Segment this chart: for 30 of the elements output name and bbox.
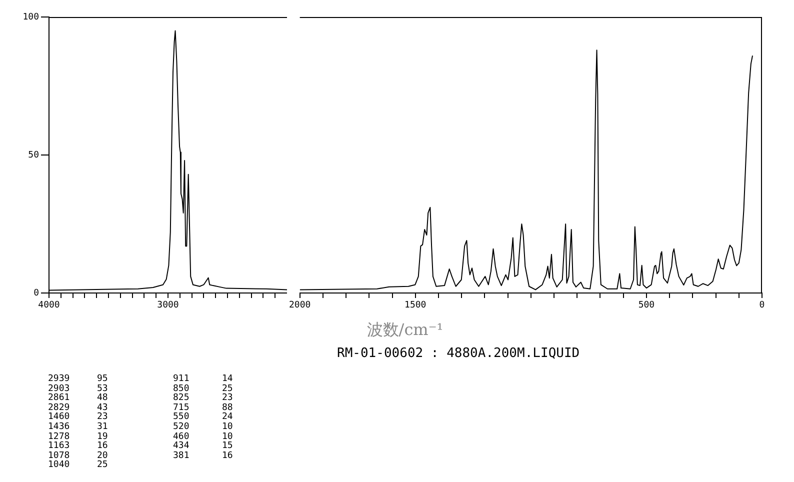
text: 1278 19 bbox=[48, 432, 108, 442]
text: 550 24 bbox=[173, 412, 233, 422]
text: 434 15 bbox=[173, 441, 233, 452]
text: 381 16 bbox=[173, 450, 233, 461]
text: 1078 20 bbox=[48, 450, 108, 461]
text: 1436 31 bbox=[48, 422, 108, 432]
x-tick-label: 0 bbox=[759, 300, 765, 311]
text: 2829 43 bbox=[48, 402, 108, 413]
text: 2903 53 bbox=[48, 384, 108, 394]
x-tick-label: 1500 bbox=[404, 300, 426, 311]
text: 1163 16 bbox=[48, 441, 108, 452]
text: 825 23 bbox=[173, 393, 233, 404]
y-tick-label: 100 bbox=[22, 12, 39, 22]
text: 911 14 bbox=[173, 374, 233, 384]
x-axis-title: 波数/cm⁻¹ bbox=[366, 320, 444, 341]
text: 850 25 bbox=[173, 384, 233, 394]
text: RM-01-00602 : 4880A.200M.LIQUID bbox=[337, 346, 580, 361]
y-tick-label: 0 bbox=[34, 288, 39, 298]
text: 715 88 bbox=[173, 402, 233, 413]
text: 1460 23 bbox=[48, 412, 108, 422]
text: 460 10 bbox=[173, 432, 233, 442]
x-tick-label: 2000 bbox=[288, 300, 311, 311]
x-tick-label: 4000 bbox=[38, 300, 60, 311]
y-tick-label: 50 bbox=[28, 150, 39, 160]
x-tick-label: 500 bbox=[638, 300, 655, 311]
text: 2861 48 bbox=[48, 393, 108, 404]
x-tick-label: 3000 bbox=[157, 300, 179, 311]
text: 2939 95 bbox=[48, 374, 108, 384]
text: 520 10 bbox=[173, 422, 233, 432]
text: 1040 25 bbox=[48, 460, 108, 470]
